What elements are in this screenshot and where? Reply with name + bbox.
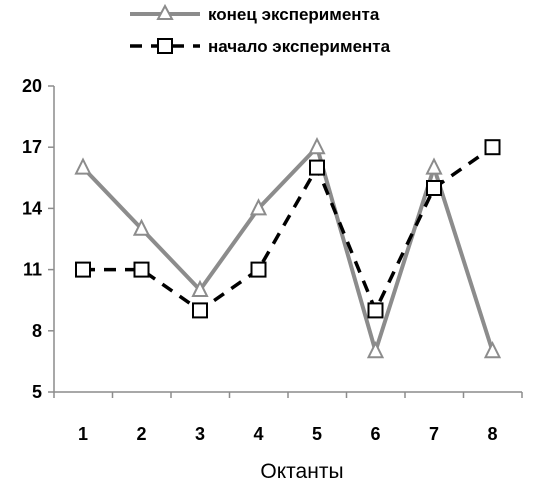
series-line bbox=[83, 145, 494, 313]
x-tick-label: 2 bbox=[136, 424, 146, 444]
legend: конец эксперимента начало эксперимента bbox=[130, 3, 391, 56]
data-point-square-icon bbox=[309, 159, 325, 176]
legend-item-start: начало эксперимента bbox=[130, 37, 391, 56]
x-axis-title: Октанты bbox=[260, 460, 343, 483]
data-point-triangle-icon bbox=[249, 198, 268, 216]
y-tick-label: 20 bbox=[22, 76, 42, 96]
data-point-triangle-icon bbox=[191, 279, 209, 297]
data-point-square-icon bbox=[367, 302, 384, 319]
legend-label-end: конец эксперимента bbox=[208, 5, 380, 24]
legend-item-end: конец эксперимента bbox=[130, 3, 380, 24]
data-point-triangle-icon bbox=[366, 340, 385, 359]
x-tick-label: 6 bbox=[370, 424, 380, 444]
data-point-square-icon bbox=[75, 261, 91, 278]
legend-marker-end-triangle-icon bbox=[156, 3, 174, 20]
y-tick-label: 14 bbox=[22, 198, 42, 218]
x-tick-label: 3 bbox=[195, 424, 205, 444]
series-start bbox=[75, 139, 501, 319]
axes: 5 8 11 14 17 20 1 2 3 4 5 6 7 8 bbox=[22, 76, 523, 444]
y-tick-label: 11 bbox=[23, 260, 42, 280]
series-line bbox=[81, 145, 495, 354]
y-tick-label: 8 bbox=[32, 321, 42, 341]
data-point-triangle-icon bbox=[132, 218, 151, 236]
data-point-triangle-icon bbox=[483, 340, 502, 359]
data-point-triangle-icon bbox=[74, 157, 92, 175]
series-end bbox=[74, 136, 502, 359]
data-point-square-icon bbox=[484, 139, 501, 156]
y-tick-label: 5 bbox=[32, 382, 42, 402]
x-tick-label: 1 bbox=[78, 424, 88, 444]
data-point-triangle-icon bbox=[308, 136, 326, 155]
legend-marker-start-square-icon bbox=[157, 38, 173, 54]
x-tick-label: 7 bbox=[429, 424, 439, 444]
data-point-square-icon bbox=[133, 261, 150, 278]
data-point-square-icon bbox=[192, 302, 208, 319]
legend-label-start: начало эксперимента bbox=[208, 37, 391, 56]
x-tick-label: 8 bbox=[487, 424, 497, 444]
data-point-triangle-icon bbox=[425, 157, 443, 175]
data-point-square-icon bbox=[250, 261, 267, 278]
x-tick-label: 4 bbox=[253, 424, 263, 444]
data-point-square-icon bbox=[426, 180, 442, 196]
x-tick-label: 5 bbox=[312, 424, 322, 444]
y-tick-label: 17 bbox=[22, 137, 42, 157]
